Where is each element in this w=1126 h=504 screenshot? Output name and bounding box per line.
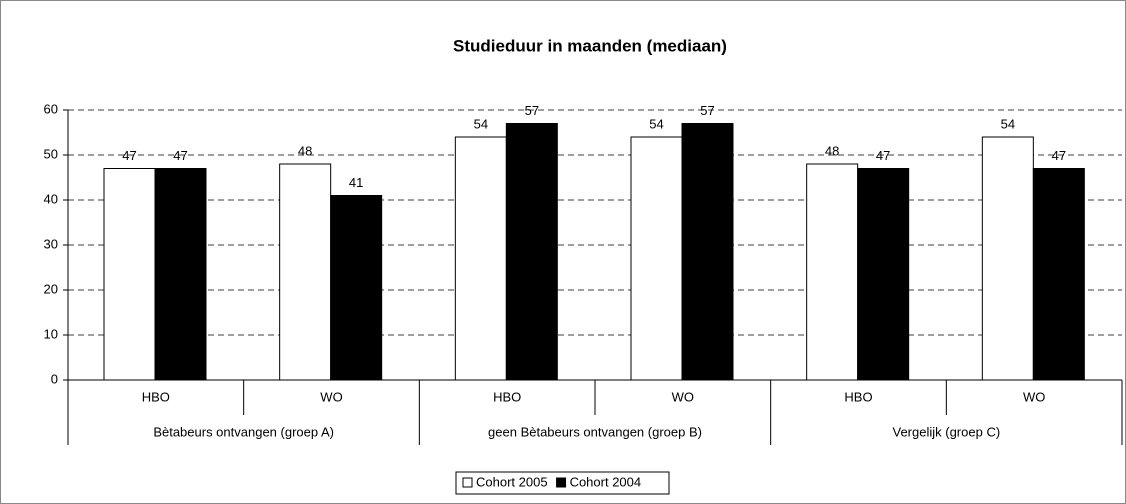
bar xyxy=(981,136,1034,381)
bar xyxy=(681,123,734,381)
y-tick-label: 40 xyxy=(44,191,58,206)
value-label: 47 xyxy=(1052,148,1066,163)
bar xyxy=(279,163,332,381)
value-label: 57 xyxy=(525,103,539,118)
bar xyxy=(154,168,207,381)
legend-swatch xyxy=(556,477,567,488)
value-label: 47 xyxy=(173,148,187,163)
value-label: 48 xyxy=(825,143,839,158)
value-label: 47 xyxy=(122,148,136,163)
value-label: 41 xyxy=(349,175,363,190)
y-tick-label: 10 xyxy=(44,326,58,341)
bar xyxy=(103,168,156,381)
legend-label: Cohort 2004 xyxy=(570,474,642,489)
y-tick-label: 20 xyxy=(44,281,58,296)
chart-title: Studieduur in maanden (mediaan) xyxy=(453,36,727,55)
bar xyxy=(857,168,910,381)
bar xyxy=(505,123,558,381)
value-label: 54 xyxy=(649,116,663,131)
x-tick-label: HBO xyxy=(142,389,170,404)
legend-label: Cohort 2005 xyxy=(476,474,548,489)
bar xyxy=(806,163,859,381)
x-tick-label: WO xyxy=(320,389,342,404)
y-tick-label: 60 xyxy=(44,101,58,116)
group-label: Vergelijk (groep C) xyxy=(893,424,1001,439)
bar xyxy=(630,136,683,381)
group-label: geen Bètabeurs ontvangen (groep B) xyxy=(488,424,702,439)
x-tick-label: HBO xyxy=(844,389,872,404)
x-tick-label: WO xyxy=(1023,389,1045,404)
y-tick-label: 50 xyxy=(44,146,58,161)
value-label: 57 xyxy=(700,103,714,118)
y-tick-label: 30 xyxy=(44,236,58,251)
value-label: 54 xyxy=(1001,116,1015,131)
value-label: 48 xyxy=(298,143,312,158)
x-tick-label: WO xyxy=(672,389,694,404)
x-tick-label: HBO xyxy=(493,389,521,404)
y-tick-label: 0 xyxy=(51,371,58,386)
value-label: 54 xyxy=(474,116,488,131)
legend-swatch xyxy=(462,477,473,488)
value-label: 47 xyxy=(876,148,890,163)
group-label: Bètabeurs ontvangen (groep A) xyxy=(153,424,334,439)
bar xyxy=(330,195,383,381)
bar xyxy=(1032,168,1085,381)
bar xyxy=(454,136,507,381)
